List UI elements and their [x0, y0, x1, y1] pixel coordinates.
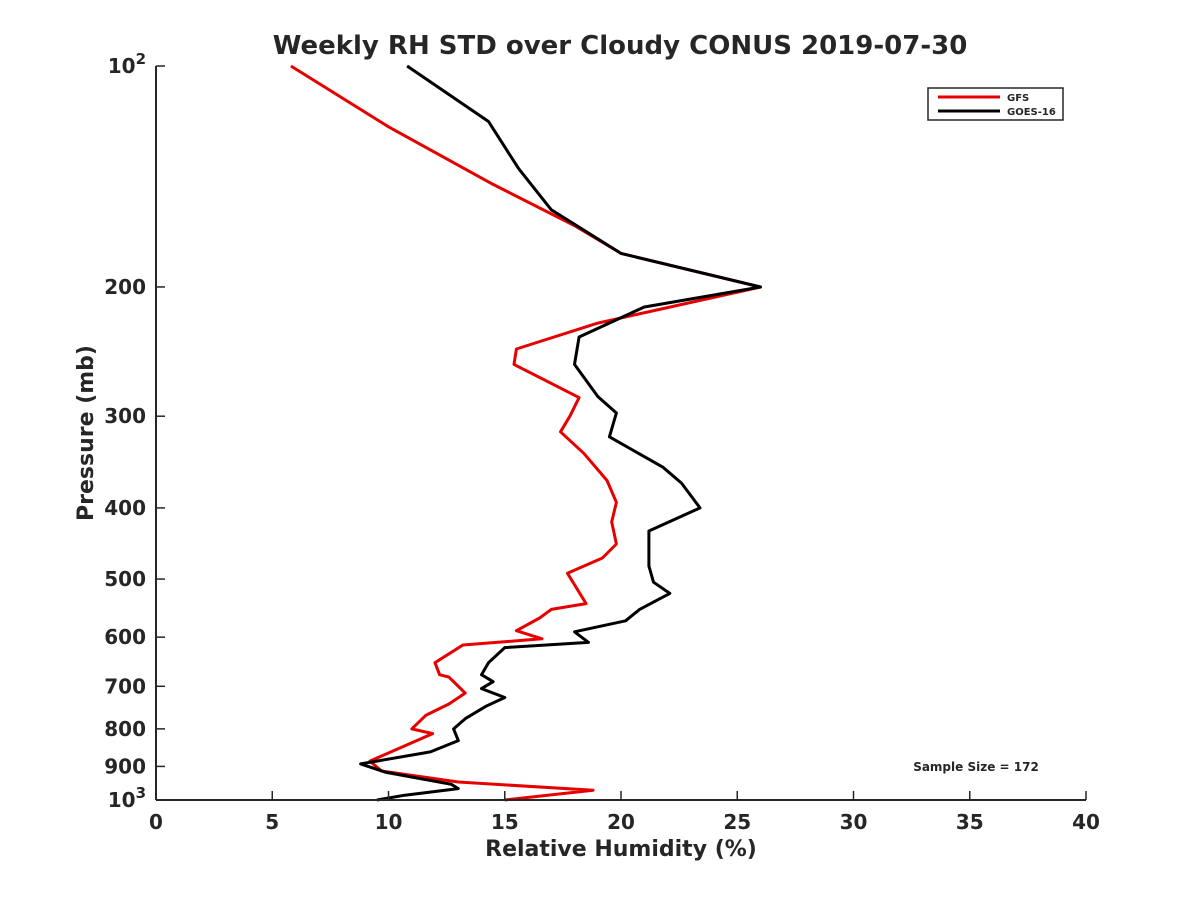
series-line-goes16: [359, 64, 762, 802]
y-tick-label: 500: [104, 567, 146, 591]
y-tick-label: 800: [104, 717, 146, 741]
x-tick-label: 30: [840, 810, 868, 834]
series-line-gfs: [290, 64, 762, 802]
x-tick-label: 5: [265, 810, 279, 834]
y-axis-label: Pressure (mb): [74, 345, 99, 521]
x-axis: 0 5 10 15 20 25 30 35 40: [149, 791, 1100, 834]
legend-label-goes16: GOES-16: [1007, 107, 1056, 118]
y-tick-label: 300: [104, 404, 146, 428]
sample-size-annotation: Sample Size = 172: [913, 760, 1039, 774]
y-tick-label: 900: [104, 754, 146, 778]
x-tick-label: 15: [491, 810, 519, 834]
chart-title: Weekly RH STD over Cloudy CONUS 2019-07-…: [273, 31, 968, 61]
y-tick-label: 103: [108, 784, 146, 812]
x-tick-label: 10: [375, 810, 403, 834]
y-tick-label: 400: [104, 496, 146, 520]
x-tick-label: 20: [607, 810, 635, 834]
x-tick-label: 0: [149, 810, 163, 834]
x-axis-label: Relative Humidity (%): [485, 837, 757, 862]
y-tick-label: 600: [104, 625, 146, 649]
plot-area: [290, 64, 762, 802]
x-tick-label: 35: [956, 810, 984, 834]
legend-box: [927, 87, 1064, 121]
y-axis: 102 200 300 400 500 600 700 800 900 103: [104, 50, 165, 812]
x-tick-label: 25: [723, 810, 751, 834]
legend-label-gfs: GFS: [1007, 93, 1029, 104]
y-tick-label: 102: [108, 50, 146, 78]
x-tick-label: 40: [1072, 810, 1100, 834]
y-tick-label: 200: [104, 275, 146, 299]
legend: GFS GOES-16: [927, 87, 1064, 121]
y-tick-label: 700: [104, 674, 146, 698]
